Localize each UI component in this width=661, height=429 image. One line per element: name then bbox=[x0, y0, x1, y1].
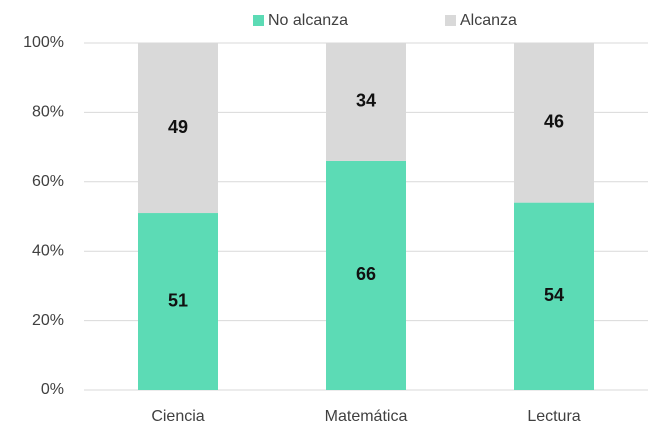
x-tick-label: Ciencia bbox=[151, 408, 204, 425]
bar-segment bbox=[326, 43, 406, 161]
x-tick-label: Lectura bbox=[527, 408, 580, 425]
x-tick-label: Matemática bbox=[325, 408, 408, 425]
y-tick-label: 80% bbox=[32, 104, 64, 121]
y-tick-label: 20% bbox=[32, 312, 64, 329]
bar-segment bbox=[138, 213, 218, 390]
y-tick-label: 100% bbox=[23, 34, 64, 51]
legend-swatch bbox=[445, 15, 456, 26]
data-label: 51 bbox=[168, 290, 188, 310]
y-tick-label: 60% bbox=[32, 173, 64, 190]
data-label: 54 bbox=[544, 285, 564, 305]
legend-label: Alcanza bbox=[460, 12, 517, 29]
data-label: 46 bbox=[544, 112, 564, 132]
bar-segment bbox=[514, 202, 594, 390]
data-label: 34 bbox=[356, 91, 376, 111]
bar-segment bbox=[138, 43, 218, 214]
data-label: 66 bbox=[356, 264, 376, 284]
legend-swatch bbox=[253, 15, 264, 26]
legend-label: No alcanza bbox=[268, 12, 348, 29]
data-label: 49 bbox=[168, 117, 188, 137]
bar-segment bbox=[514, 43, 594, 203]
y-tick-label: 40% bbox=[32, 242, 64, 259]
y-tick-label: 0% bbox=[41, 381, 64, 398]
bar-segment bbox=[326, 160, 406, 390]
